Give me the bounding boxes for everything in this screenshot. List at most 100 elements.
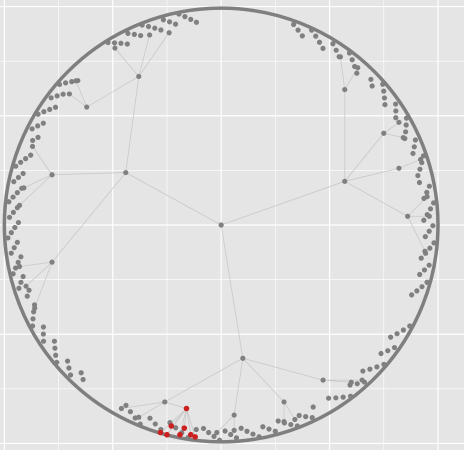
- boundary-node: [299, 33, 305, 39]
- boundary-node: [35, 134, 41, 140]
- boundary-node: [137, 421, 143, 427]
- boundary-node: [431, 240, 437, 246]
- boundary-node: [15, 174, 22, 181]
- boundary-node: [349, 57, 355, 63]
- boundary-node: [394, 331, 400, 337]
- tree-edge: [138, 32, 170, 77]
- boundary-node: [347, 393, 354, 399]
- tree-node: [23, 283, 29, 289]
- boundary-node: [381, 361, 387, 367]
- boundary-node: [316, 39, 323, 45]
- tree-node: [405, 213, 411, 219]
- boundary-node: [52, 345, 58, 351]
- boundary-node: [417, 166, 423, 172]
- tree-node: [240, 355, 246, 361]
- boundary-node: [64, 358, 71, 364]
- tree-node: [73, 78, 79, 84]
- tree-node: [162, 399, 168, 405]
- tree-node: [342, 86, 348, 93]
- tree-edge: [125, 76, 140, 173]
- tree-node: [147, 32, 153, 38]
- boundary-node: [18, 254, 24, 260]
- boundary-node: [295, 27, 301, 33]
- boundary-node: [393, 108, 399, 114]
- boundary-node: [35, 111, 41, 117]
- boundary-node: [40, 120, 46, 126]
- boundary-node: [309, 415, 315, 421]
- boundary-node: [66, 365, 72, 371]
- highlighted-node: [164, 431, 170, 438]
- boundary-node: [173, 425, 179, 431]
- boundary-node: [80, 376, 86, 383]
- boundary-node: [424, 279, 430, 285]
- boundary-node: [211, 433, 217, 440]
- boundary-node: [422, 234, 428, 240]
- boundary-node: [138, 32, 144, 39]
- boundary-node: [415, 172, 421, 179]
- boundary-node: [409, 292, 415, 298]
- tree-edge: [340, 56, 346, 90]
- boundary-node: [412, 137, 418, 143]
- boundary-node: [52, 104, 59, 110]
- boundary-node: [421, 267, 428, 273]
- boundary-node: [333, 47, 339, 53]
- boundary-node: [188, 16, 194, 22]
- boundary-node: [360, 368, 366, 374]
- tree-node: [426, 213, 432, 219]
- boundary-node: [152, 421, 158, 427]
- tree-node: [112, 45, 118, 51]
- boundary-node: [10, 271, 16, 277]
- boundary-node: [426, 262, 432, 268]
- boundary-node: [378, 350, 384, 357]
- boundary-node: [23, 156, 29, 162]
- boundary-node: [54, 359, 60, 365]
- boundary-node: [28, 152, 34, 158]
- boundary-node: [6, 199, 12, 205]
- tree-node: [400, 135, 406, 141]
- boundary-node: [288, 421, 294, 428]
- tree-node: [424, 194, 430, 200]
- boundary-node: [393, 115, 399, 121]
- highlighted-node: [177, 431, 183, 438]
- boundary-node: [124, 41, 130, 47]
- boundary-node: [78, 370, 84, 376]
- tree-edge: [164, 357, 244, 403]
- tree-edge: [166, 408, 187, 435]
- boundary-node: [250, 431, 256, 437]
- boundary-node: [374, 364, 380, 370]
- boundary-node: [182, 14, 188, 20]
- boundary-node: [410, 150, 416, 157]
- boundary-node: [430, 223, 436, 229]
- tree-edge: [383, 132, 404, 139]
- boundary-node: [172, 21, 179, 27]
- tree-edge: [25, 261, 53, 287]
- boundary-node: [145, 23, 152, 30]
- boundary-node: [40, 324, 47, 330]
- boundary-node: [427, 206, 434, 212]
- boundary-node: [69, 79, 75, 85]
- boundary-node: [382, 102, 388, 108]
- boundary-node: [18, 159, 24, 165]
- tree-edge: [125, 172, 222, 226]
- tree-edge: [233, 358, 244, 416]
- tree-edge: [138, 34, 150, 77]
- tree-edge: [75, 80, 88, 108]
- boundary-node: [53, 352, 59, 358]
- boundary-node: [139, 22, 145, 28]
- tree-edge: [19, 174, 53, 206]
- boundary-node: [35, 123, 41, 129]
- boundary-node: [333, 395, 339, 401]
- tree-edge: [216, 414, 235, 433]
- tree-node: [136, 414, 142, 420]
- boundary-node: [216, 437, 223, 443]
- tree-edge: [221, 180, 345, 226]
- boundary-node: [418, 255, 424, 261]
- tree-edge: [183, 408, 187, 429]
- boundary-node: [310, 404, 316, 410]
- boundary-node: [426, 228, 432, 234]
- tree-edge: [23, 174, 53, 189]
- boundary-node: [244, 428, 250, 434]
- boundary-node: [193, 426, 199, 433]
- boundary-node: [12, 265, 19, 271]
- tree-node: [337, 54, 344, 60]
